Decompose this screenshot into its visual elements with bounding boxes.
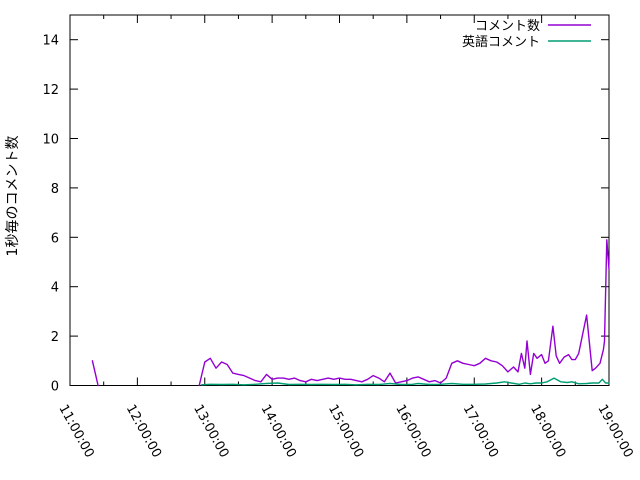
x-tick-label: 11:00:00 — [55, 402, 96, 460]
x-tick-label: 12:00:00 — [123, 402, 164, 460]
series-line-comments — [198, 239, 610, 387]
x-tick-label: 13:00:00 — [190, 402, 231, 460]
series-line-english-comments — [200, 377, 610, 386]
legend: コメント数 英語コメント — [462, 19, 591, 50]
y-tick-label: 12 — [42, 83, 59, 98]
y-tick-label: 4 — [51, 281, 59, 296]
x-tick-label: 19:00:00 — [594, 402, 635, 460]
x-tick-label: 18:00:00 — [527, 402, 568, 460]
y-tick-label: 0 — [51, 380, 59, 395]
x-tick-label: 15:00:00 — [325, 402, 366, 460]
x-tick-label: 14:00:00 — [257, 402, 298, 460]
chart-generated-layer: 0 2 4 6 8 10 12 14 11:00:00 12:00:00 13:00:00 14:00… — [42, 14, 636, 460]
legend-label-comments: コメント数 — [475, 19, 540, 34]
y-tick-label: 10 — [42, 133, 59, 148]
series-line-comments — [91, 360, 99, 387]
y-tick-label: 6 — [51, 231, 59, 246]
x-tick-label: 17:00:00 — [460, 402, 501, 460]
y-tick-label: 8 — [51, 182, 59, 197]
plot-border — [69, 14, 610, 386]
y-axis-title: 1秒毎のコメント数 — [5, 136, 21, 257]
y-tick-label: 14 — [42, 34, 59, 49]
legend-label-english-comments: 英語コメント — [462, 34, 540, 50]
y-tick-label: 2 — [51, 330, 59, 345]
x-tick-label: 16:00:00 — [392, 402, 433, 460]
